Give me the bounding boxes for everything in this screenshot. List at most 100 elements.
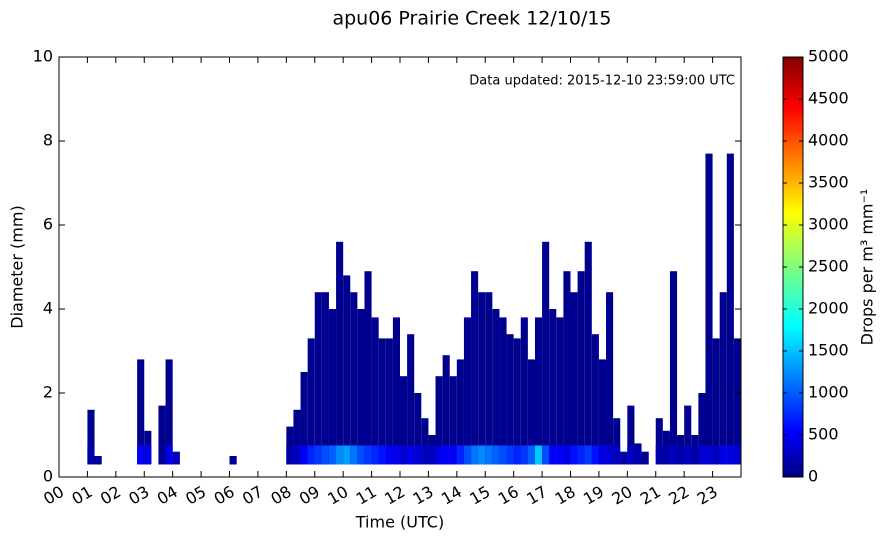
cell-peak: [556, 445, 564, 465]
cell-peak: [400, 445, 408, 465]
cell: [534, 317, 543, 465]
cell-peak: [421, 445, 429, 465]
cell: [137, 359, 145, 465]
cell-peak: [442, 445, 450, 465]
cell-peak: [357, 445, 365, 465]
cell-peak: [456, 445, 464, 465]
cell: [321, 292, 329, 465]
cell: [378, 338, 386, 465]
x-tick-label: 09: [296, 482, 323, 509]
cell: [485, 292, 493, 465]
x-tick-label: 10: [324, 482, 351, 509]
cell: [407, 334, 415, 465]
cell-peak: [598, 445, 607, 465]
cell-peak: [428, 445, 436, 465]
cell: [598, 359, 607, 465]
cell-peak: [343, 445, 351, 465]
cell: [414, 393, 422, 465]
cell: [336, 241, 344, 465]
cell: [400, 376, 408, 465]
cell-peak: [705, 445, 713, 465]
cell: [513, 338, 521, 465]
colorbar-tick-label: 4000: [808, 131, 849, 150]
x-tick-label: 07: [239, 482, 266, 509]
cell-peak: [165, 445, 173, 465]
cell-peak: [719, 445, 727, 465]
cell-peak: [364, 445, 372, 465]
cell-peak: [570, 445, 578, 465]
x-tick-label: 23: [694, 482, 721, 509]
cell-peak: [520, 445, 528, 465]
cell: [527, 359, 535, 465]
cell: [499, 317, 507, 465]
y-tick-label: 8: [43, 131, 53, 150]
cell-peak: [534, 445, 543, 465]
cell-peak: [712, 445, 720, 465]
cell-peak: [542, 445, 550, 465]
cell: [549, 309, 557, 465]
cell-peak: [144, 445, 152, 465]
x-tick-label: 22: [665, 482, 692, 509]
cell-peak: [591, 445, 599, 465]
cell-peak: [584, 445, 592, 465]
cell-peak: [620, 451, 628, 465]
colorbar-tick-label: 2000: [808, 299, 849, 318]
cell: [307, 338, 315, 465]
cell: [733, 338, 741, 465]
cell: [300, 372, 308, 465]
cell-peak: [229, 456, 237, 465]
cell: [506, 334, 514, 465]
cell-peak: [613, 445, 621, 465]
colorbar-tick-label: 500: [808, 425, 839, 444]
y-tick-label: 6: [43, 215, 53, 234]
cell: [606, 292, 614, 465]
x-tick-label: 03: [125, 482, 152, 509]
colorbar-tick-label: 5000: [808, 47, 849, 66]
cell-peak: [407, 445, 415, 465]
cell-peak: [655, 445, 663, 465]
x-tick-label: 17: [523, 482, 550, 509]
x-tick-label: 05: [182, 482, 209, 509]
cell-peak: [463, 445, 472, 465]
x-tick-label: 21: [637, 482, 664, 509]
cell-peak: [478, 445, 486, 465]
x-tick-label: 01: [69, 482, 96, 509]
colorbar-label: Drops per m³ mm⁻¹: [858, 189, 877, 346]
cell-peak: [677, 445, 685, 465]
cell: [165, 359, 173, 465]
cell-peak: [726, 445, 734, 465]
cell-peak: [307, 445, 315, 465]
cell-peak: [549, 445, 557, 465]
cell: [492, 309, 500, 465]
cell: [350, 292, 358, 465]
cell: [392, 317, 400, 465]
cell-peak: [87, 445, 95, 465]
x-tick-label: 12: [381, 482, 408, 509]
cell: [449, 376, 457, 465]
cell: [556, 317, 564, 465]
cell: [627, 405, 635, 465]
cell-peak: [698, 445, 706, 465]
cell-peak: [385, 445, 393, 465]
cell: [577, 271, 585, 465]
x-tick-label: 11: [353, 482, 380, 509]
colorbar-tick-label: 2500: [808, 257, 849, 276]
y-tick-label: 2: [43, 383, 53, 402]
cell: [442, 355, 450, 465]
cell: [343, 275, 351, 465]
cell-peak: [506, 445, 514, 465]
cell-peak: [350, 445, 358, 465]
x-tick-label: 04: [154, 482, 181, 509]
cell-peak: [684, 445, 692, 465]
cell-peak: [669, 445, 678, 465]
chart-title: apu06 Prairie Creek 12/10/15: [332, 8, 611, 30]
colorbar-tick-label: 0: [808, 467, 818, 486]
colorbar-tick-label: 1000: [808, 383, 849, 402]
cell-peak: [641, 451, 649, 465]
cell-peak: [627, 445, 635, 465]
cell-peak: [435, 445, 443, 465]
cell-peak: [563, 445, 571, 465]
cell-peak: [293, 445, 301, 465]
